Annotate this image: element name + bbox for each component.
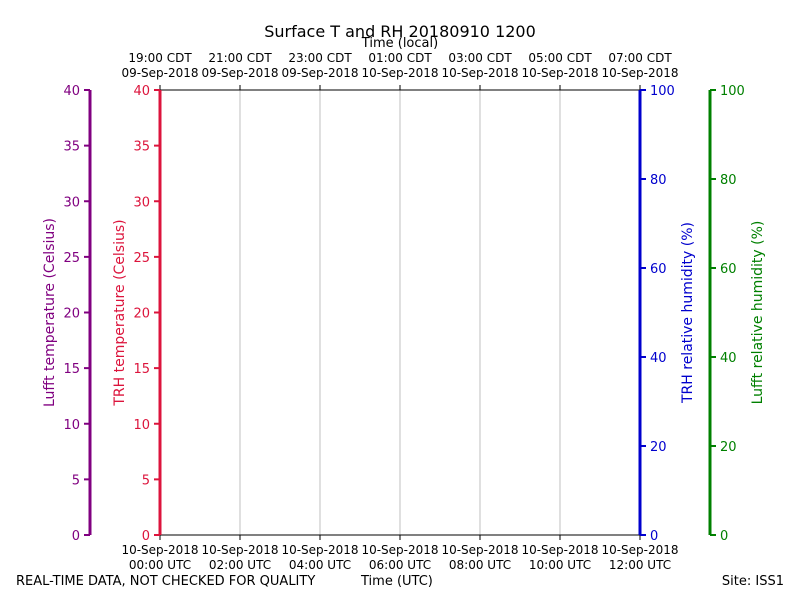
top-axis-label: Time (local) xyxy=(361,36,438,51)
y-tick-label: 20 xyxy=(650,440,667,455)
y-tick-label: 60 xyxy=(720,262,737,277)
top-tick-label-date: 09-Sep-2018 xyxy=(201,66,278,80)
x-tick-label-time: 12:00 UTC xyxy=(609,558,671,570)
y-tick-label: 40 xyxy=(720,351,737,366)
y-tick-label: 80 xyxy=(720,173,737,188)
y-tick-label: 20 xyxy=(63,307,80,322)
site-label: Site: ISS1 xyxy=(721,574,784,589)
y-tick-label: 40 xyxy=(63,84,80,99)
top-tick-label-date: 10-Sep-2018 xyxy=(361,66,438,80)
y-tick-label: 35 xyxy=(133,140,150,155)
top-tick-label-date: 09-Sep-2018 xyxy=(281,66,358,80)
top-tick-label-time: 01:00 CDT xyxy=(368,51,432,65)
x-tick-label-time: 00:00 UTC xyxy=(129,558,191,570)
x-tick-label-time: 02:00 UTC xyxy=(209,558,271,570)
y-tick-label: 0 xyxy=(650,529,658,544)
y-tick-label: 0 xyxy=(720,529,728,544)
y-tick-label: 10 xyxy=(63,418,80,433)
y-axis-trh_rh: 0 20 40 60 80 100 TRH relative humidity (%) xyxy=(638,84,696,544)
y-axis-lufft_rh: 0 20 40 60 80 100 Lufft relative humidity (%) xyxy=(708,84,766,544)
top-tick-label-time: 07:00 CDT xyxy=(608,51,672,65)
top-tick-label-time: 03:00 CDT xyxy=(448,51,512,65)
y-axis-title: Lufft relative humidity (%) xyxy=(750,221,766,405)
y-tick-label: 40 xyxy=(133,84,150,99)
x-tick-label-date: 10-Sep-2018 xyxy=(201,543,278,557)
top-tick-label-date: 10-Sep-2018 xyxy=(521,66,598,80)
x-tick-label-time: 04:00 UTC xyxy=(289,558,351,570)
y-tick-label: 40 xyxy=(650,351,667,366)
top-tick-label-time: 05:00 CDT xyxy=(528,51,592,65)
y-tick-label: 20 xyxy=(133,307,150,322)
y-tick-label: 15 xyxy=(133,362,150,377)
y-tick-label: 0 xyxy=(72,529,80,544)
y-tick-label: 25 xyxy=(133,251,150,266)
top-tick-label-date: 10-Sep-2018 xyxy=(441,66,518,80)
x-axis-title: Time (UTC) xyxy=(361,574,433,589)
y-tick-label: 100 xyxy=(720,84,745,99)
x-tick-label-date: 10-Sep-2018 xyxy=(121,543,198,557)
top-tick-label-date: 09-Sep-2018 xyxy=(121,66,198,80)
y-tick-label: 80 xyxy=(650,173,667,188)
y-axis-title: TRH relative humidity (%) xyxy=(680,222,696,404)
grid xyxy=(239,90,561,535)
chart-title: Surface T and RH 20180910 1200 xyxy=(264,22,536,41)
y-tick-label: 15 xyxy=(63,362,80,377)
y-tick-label: 25 xyxy=(63,251,80,266)
x-tick-label-date: 10-Sep-2018 xyxy=(281,543,358,557)
y-axis-title: TRH temperature (Celsius) xyxy=(112,219,128,406)
x-tick-label-time: 06:00 UTC xyxy=(369,558,431,570)
y-axis-lufft_temp: 0 5 10 15 20 25 30 35 40 Lufft temperature (Celsi… xyxy=(42,84,92,544)
y-axis-trh_temp: 0 5 10 15 20 25 30 35 40 TRH temperature (Celsius… xyxy=(112,84,162,544)
y-tick-label: 5 xyxy=(72,473,80,488)
y-tick-label: 20 xyxy=(720,440,737,455)
y-tick-label: 30 xyxy=(133,195,150,210)
y-tick-label: 60 xyxy=(650,262,667,277)
y-tick-label: 35 xyxy=(63,140,80,155)
x-tick-label-time: 08:00 UTC xyxy=(449,558,511,570)
top-tick-label-time: 21:00 CDT xyxy=(208,51,272,65)
quality-disclaimer: REAL-TIME DATA, NOT CHECKED FOR QUALITY xyxy=(16,574,316,589)
top-tick-label-time: 19:00 CDT xyxy=(128,51,192,65)
top-tick-label-date: 10-Sep-2018 xyxy=(601,66,678,80)
y-tick-label: 0 xyxy=(142,529,150,544)
x-tick-label-date: 10-Sep-2018 xyxy=(361,543,438,557)
top-tick-label-time: 23:00 CDT xyxy=(288,51,352,65)
x-tick-label-date: 10-Sep-2018 xyxy=(521,543,598,557)
x-tick-label-date: 10-Sep-2018 xyxy=(601,543,678,557)
y-axes: 0 5 10 15 20 25 30 35 40 Lufft temperature (Celsi… xyxy=(42,84,766,544)
y-tick-label: 10 xyxy=(133,418,150,433)
y-tick-label: 100 xyxy=(650,84,675,99)
x-tick-label-time: 10:00 UTC xyxy=(529,558,591,570)
chart: Surface T and RH 20180910 1200 Time (loc… xyxy=(42,22,766,570)
y-tick-label: 30 xyxy=(63,195,80,210)
y-tick-label: 5 xyxy=(142,473,150,488)
y-axis-title: Lufft temperature (Celsius) xyxy=(42,218,58,407)
x-tick-label-date: 10-Sep-2018 xyxy=(441,543,518,557)
